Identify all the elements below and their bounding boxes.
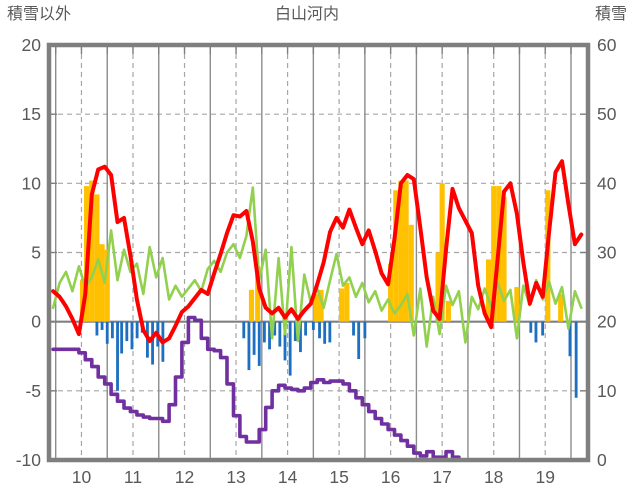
right-axis-tick-label: 40 xyxy=(597,173,617,193)
plot-frame xyxy=(46,42,591,463)
blue-bar xyxy=(247,321,251,371)
orange-bar xyxy=(393,190,399,322)
orange-bar xyxy=(388,263,394,322)
blue-bar xyxy=(529,321,533,333)
right-axis-title: 積雪 xyxy=(594,6,627,23)
chart-title: 白山河内 xyxy=(274,6,340,23)
orange-bar xyxy=(501,197,507,322)
blue-bar xyxy=(125,321,129,342)
blue-bar xyxy=(257,321,261,366)
blue-bar xyxy=(299,321,302,353)
snow-depth-line xyxy=(51,315,584,462)
right-axis-tick-label: 10 xyxy=(597,381,617,401)
blue-bar xyxy=(130,321,134,350)
orange-bar xyxy=(94,194,100,322)
orange-bar xyxy=(514,287,520,322)
left-axis-tick-label: 15 xyxy=(22,104,41,124)
blue-bar xyxy=(95,321,99,336)
orange-bar xyxy=(491,186,497,322)
blue-bar xyxy=(100,321,104,330)
blue-bar xyxy=(151,321,154,365)
orange-bar xyxy=(398,180,404,322)
blue-bar xyxy=(110,321,114,339)
orange-bar xyxy=(439,183,445,322)
right-axis-tick-label: 20 xyxy=(597,312,617,332)
right-axis-tick-label: 50 xyxy=(597,104,617,124)
orange-bar xyxy=(99,244,105,322)
left-axis-tick-label: -10 xyxy=(16,450,42,470)
orange-bar xyxy=(313,294,319,322)
orange-bar xyxy=(445,300,451,322)
blue-bar xyxy=(574,321,578,398)
left-axis-tick-label: 5 xyxy=(31,243,41,263)
x-axis-tick-label: 12 xyxy=(175,467,194,487)
blue-bar xyxy=(304,321,308,336)
blue-bar xyxy=(268,321,271,350)
right-axis-tick-label: 30 xyxy=(597,243,617,263)
orange-bar xyxy=(558,294,564,322)
orange-bar xyxy=(339,288,345,322)
blue-bar xyxy=(357,321,361,360)
blue-bar xyxy=(135,321,139,339)
x-axis-tick-label: 14 xyxy=(278,467,298,487)
blue-bar xyxy=(352,321,355,336)
orange-bar xyxy=(344,282,350,322)
orange-bar xyxy=(485,259,492,322)
x-axis-tick-label: 15 xyxy=(329,467,348,487)
blue-bar xyxy=(534,321,538,343)
x-axis-tick-label: 16 xyxy=(381,467,400,487)
x-axis-tick-label: 13 xyxy=(226,467,245,487)
x-axis-tick-label: 11 xyxy=(124,467,142,487)
x-axis-tick-label: 10 xyxy=(72,467,92,487)
orange-bar xyxy=(318,289,324,322)
blue-bar xyxy=(328,321,332,343)
x-axis-tick-label: 18 xyxy=(484,467,503,487)
blue-bar xyxy=(120,321,124,354)
blue-bar xyxy=(273,321,277,336)
x-axis-tick-label: 17 xyxy=(432,467,451,487)
left-axis-tick-label: 0 xyxy=(31,312,41,332)
orange-bar xyxy=(255,266,261,322)
orange-bar xyxy=(408,224,414,322)
blue-bar xyxy=(568,321,572,357)
blue-bar xyxy=(541,321,545,336)
blue-bar xyxy=(283,321,287,361)
orange-bar xyxy=(104,249,110,322)
left-axis-tick-label: 20 xyxy=(22,35,42,55)
orange-bar xyxy=(248,289,255,322)
right-axis-tick-label: 60 xyxy=(597,35,617,55)
left-axis-title: 積雪以外 xyxy=(7,6,72,23)
left-axis-tick-label: -5 xyxy=(25,381,41,401)
left-axis-tick-label: 10 xyxy=(22,173,42,193)
blue-bar xyxy=(318,321,321,339)
orange-bar xyxy=(89,180,95,322)
blue-bar xyxy=(288,321,292,376)
blue-bar xyxy=(278,321,282,347)
orange-bar xyxy=(403,180,409,322)
blue-bar xyxy=(311,321,315,330)
blue-bar xyxy=(293,321,297,342)
x-axis-tick-label: 19 xyxy=(535,467,554,487)
blue-bar xyxy=(323,321,327,344)
orange-bar xyxy=(435,252,441,322)
blue-bar xyxy=(252,321,256,355)
blue-bar xyxy=(105,321,109,344)
blue-bar xyxy=(363,321,367,339)
blue-bar xyxy=(116,321,119,391)
blue-bar xyxy=(242,321,246,339)
right-axis-tick-label: 0 xyxy=(597,450,607,470)
blue-bar xyxy=(262,321,266,343)
red-line xyxy=(51,159,584,345)
